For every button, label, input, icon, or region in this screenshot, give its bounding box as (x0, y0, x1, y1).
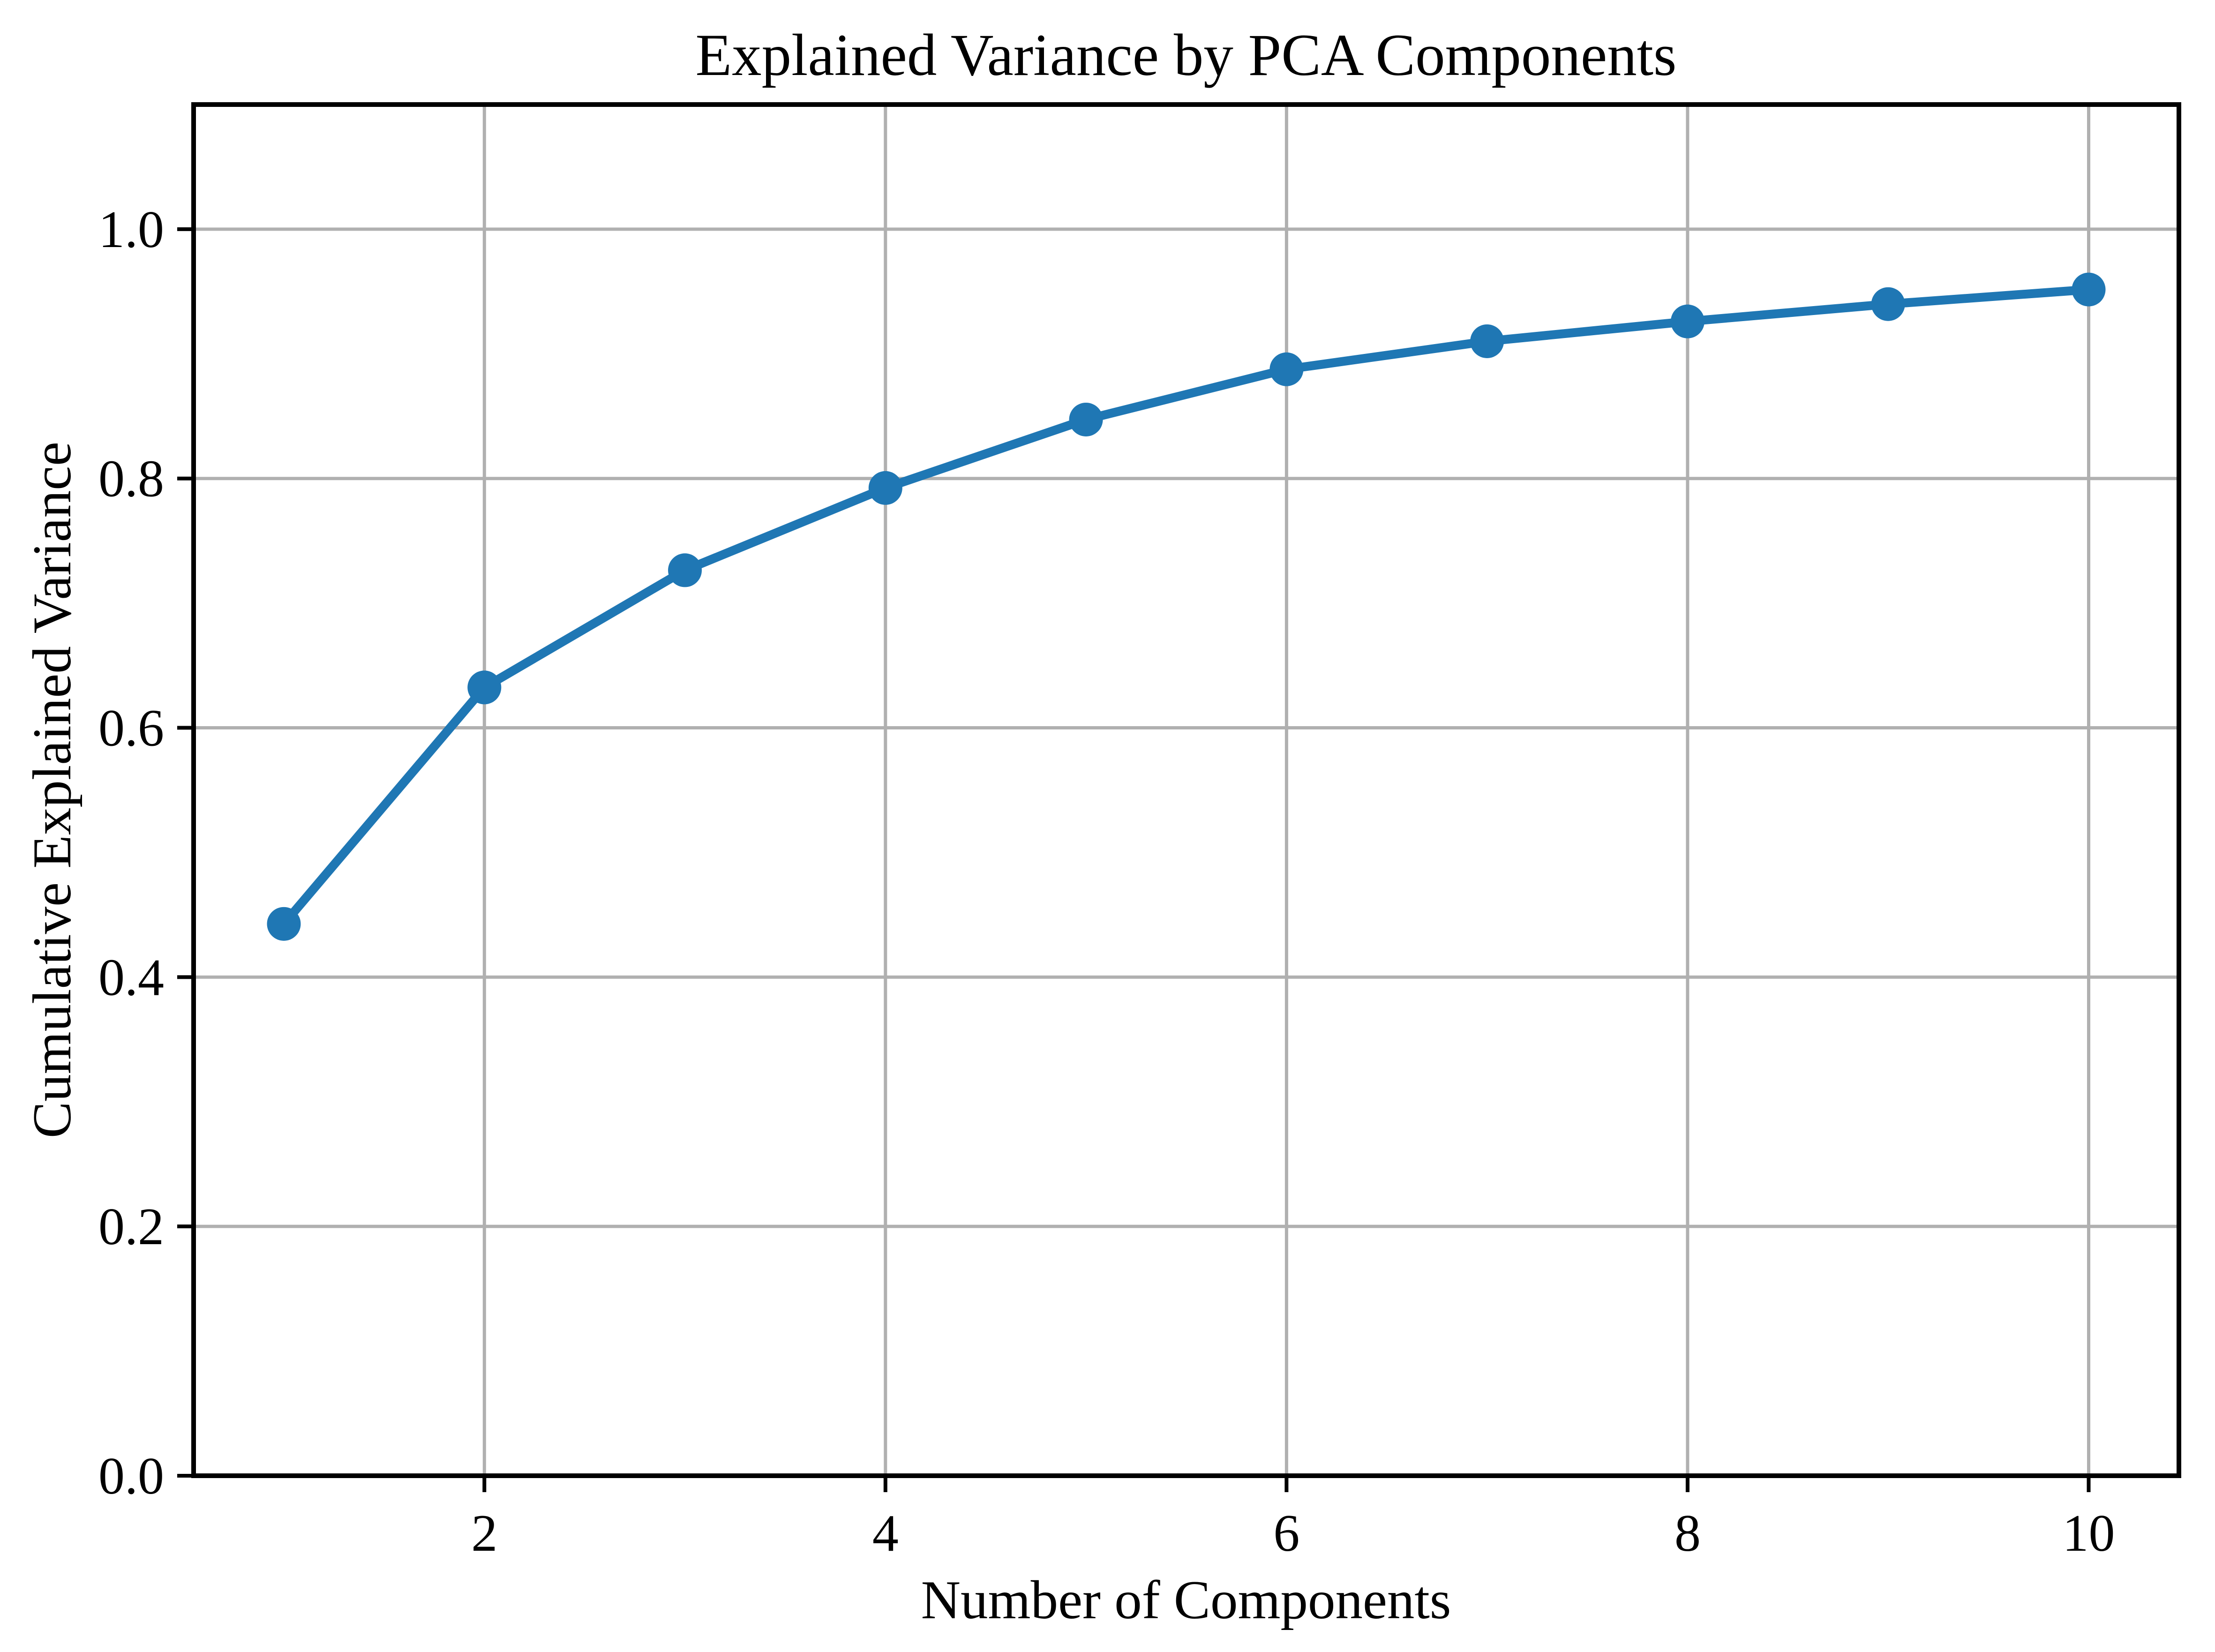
ticks-layer (177, 227, 2091, 1492)
tick-labels-layer: 2 4 6 8 10 0.0 0.2 0.4 0.6 0.8 1.0 (98, 201, 2115, 1562)
axes-frame (191, 102, 2181, 1478)
x-tick-label: 8 (1674, 1504, 1701, 1562)
data-point (267, 907, 301, 941)
data-point (668, 553, 702, 587)
y-axis-label: Cumulative Explained Variance (22, 442, 83, 1138)
x-tick-label: 2 (471, 1504, 497, 1562)
x-tick-label: 6 (1273, 1504, 1299, 1562)
x-tick-label: 10 (2063, 1504, 2115, 1562)
y-tick-label: 0.6 (98, 699, 164, 758)
y-tick-label: 0.8 (98, 450, 164, 508)
y-tick-label: 0.2 (98, 1198, 164, 1256)
axes-spines (191, 102, 2181, 1478)
data-line (279, 285, 2093, 929)
data-point (467, 670, 502, 705)
y-tick-label: 0.4 (98, 948, 164, 1006)
x-tick-label: 4 (872, 1504, 899, 1562)
y-tick-label: 1.0 (98, 201, 164, 259)
data-point (1069, 402, 1103, 436)
series-layer (267, 272, 2106, 941)
data-point (2072, 272, 2106, 307)
data-point (1470, 324, 1504, 358)
x-axis-label: Number of Components (921, 1570, 1451, 1630)
chart-title: Explained Variance by PCA Components (696, 23, 1677, 88)
data-point (1269, 352, 1304, 386)
y-tick-label: 0.0 (98, 1447, 164, 1505)
data-point (1670, 304, 1704, 338)
data-point (1871, 287, 1905, 321)
data-point (868, 471, 902, 505)
